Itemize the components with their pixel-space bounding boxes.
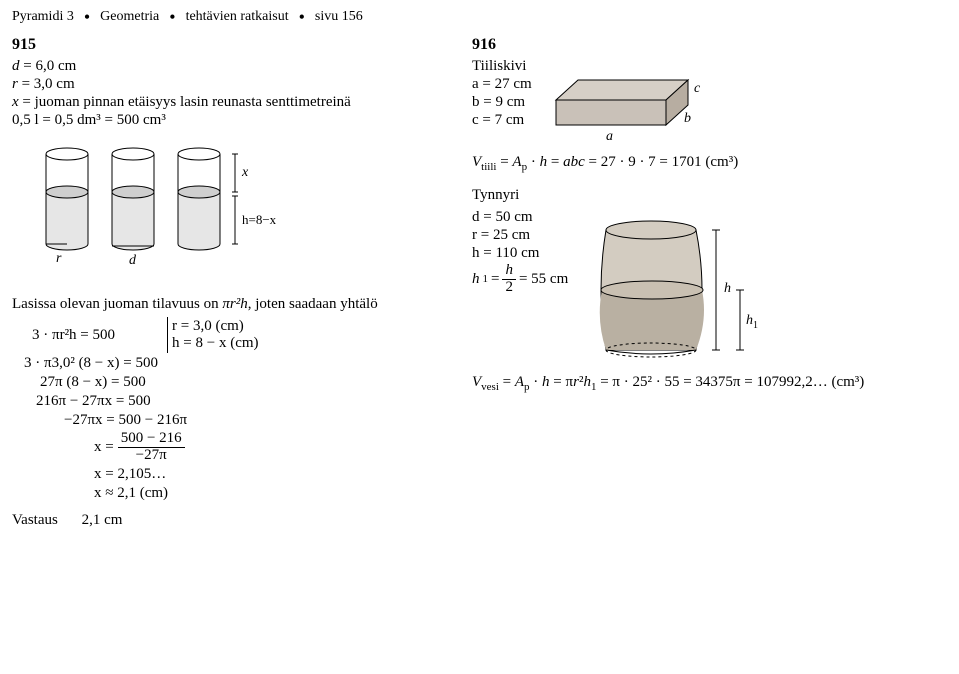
eq-x: x = juoman pinnan etäisyys lasin reunast…: [12, 94, 452, 111]
svg-text:a: a: [606, 129, 613, 144]
bullet-icon: •: [299, 8, 305, 26]
step7: x ≈ 2,1 (cm): [94, 485, 452, 502]
barrel-figure: h h1: [582, 208, 762, 368]
glasses-figure: r d: [40, 138, 300, 288]
step5-den: −27π: [133, 448, 170, 464]
step3: 216π − 27πx = 500: [36, 393, 452, 410]
answer-value: 2,1 cm: [82, 512, 123, 528]
val-x: = juoman pinnan etäisyys lasin reunasta …: [22, 94, 350, 110]
step6: x = 2,105…: [94, 466, 452, 483]
svg-text:h: h: [724, 281, 731, 296]
answer-label: Vastaus: [12, 512, 58, 528]
brick-figure: a b c: [546, 58, 716, 148]
exercise-number: 916: [472, 36, 947, 54]
val-a: a = 27 cm: [472, 76, 532, 92]
intro-text-a: Lasissa olevan juoman tilavuus on: [12, 296, 222, 312]
h1-num: h: [502, 263, 516, 280]
bullet-icon: •: [169, 8, 175, 26]
eq-h2: h = 110 cm: [472, 245, 568, 262]
page-header: Pyramidi 3 • Geometria • tehtävien ratka…: [0, 0, 959, 30]
svg-text:d: d: [129, 253, 137, 268]
barrel-title: Tynnyri: [472, 187, 947, 204]
svg-text:b: b: [684, 111, 691, 126]
val-c: c = 7 cm: [472, 112, 524, 128]
eq-main: 3 · πr²h = 500: [32, 327, 115, 344]
svg-text:r: r: [56, 251, 62, 266]
brick-title: Tiiliskivi: [472, 58, 532, 75]
eq-d2: d = 50 cm: [472, 209, 568, 226]
eq-c: c = 7 cm: [472, 112, 532, 129]
eq-vol: 0,5 l = 0,5 dm³ = 500 cm³: [12, 112, 452, 129]
eq-b: b = 9 cm: [472, 94, 532, 111]
answer-line: Vastaus 2,1 cm: [12, 512, 452, 529]
var-d: d: [12, 58, 20, 74]
svg-text:h1: h1: [746, 313, 758, 331]
exercise-915: 915 d = 6,0 cm r = 3,0 cm x = juoman pin…: [12, 36, 452, 529]
eq-h1: h1 = h 2 = 55 cm: [472, 263, 568, 296]
val-d: = 6,0 cm: [23, 58, 76, 74]
cases-bracket: r = 3,0 (cm) h = 8 − x (cm): [167, 317, 258, 353]
eq-a: a = 27 cm: [472, 76, 532, 93]
svg-text:x: x: [241, 165, 249, 180]
eq-d: d = 6,0 cm: [12, 58, 452, 75]
h1-den: 2: [502, 280, 516, 296]
header-section: tehtävien ratkaisut: [186, 9, 289, 25]
step1: 3 · π3,0² (8 − x) = 500: [24, 355, 452, 372]
step5-pre: x =: [94, 439, 114, 456]
svg-text:c: c: [694, 81, 701, 96]
bullet-icon: •: [84, 8, 90, 26]
eq-r: r = 3,0 cm: [12, 76, 452, 93]
vvesi: Vvesi = Ap · h = πr²h1 = π · 25² · 55 = …: [472, 374, 947, 393]
intro-line: Lasissa olevan juoman tilavuus on πr²h, …: [12, 296, 452, 313]
step5-num: 500 − 216: [118, 431, 185, 448]
svg-text:h=8−x: h=8−x: [242, 212, 277, 227]
var-x: x: [12, 94, 19, 110]
h1-post: = 55 cm: [519, 271, 568, 288]
exercise-916: 916 Tiiliskivi a = 27 cm b = 9 cm c = 7 …: [472, 36, 947, 529]
header-topic: Geometria: [100, 9, 159, 25]
var-r: r: [12, 76, 18, 92]
case-r: r = 3,0 (cm): [172, 318, 258, 335]
header-course: Pyramidi 3: [12, 9, 74, 25]
intro-math: πr²h: [222, 296, 247, 312]
exercise-number: 915: [12, 36, 452, 54]
case-h: h = 8 − x (cm): [172, 335, 258, 352]
eq-r2: r = 25 cm: [472, 227, 568, 244]
step5: x = 500 − 216 −27π: [94, 431, 452, 464]
step2: 27π (8 − x) = 500: [40, 374, 452, 391]
header-pageref: sivu 156: [315, 9, 363, 25]
intro-text-c: , joten saadaan yhtälö: [248, 296, 378, 312]
vtiili: Vtiili = Ap · h = abc = 27 · 9 · 7 = 170…: [472, 154, 947, 173]
val-r: = 3,0 cm: [22, 76, 75, 92]
val-b: b = 9 cm: [472, 94, 525, 110]
step4: −27πx = 500 − 216π: [64, 412, 452, 429]
